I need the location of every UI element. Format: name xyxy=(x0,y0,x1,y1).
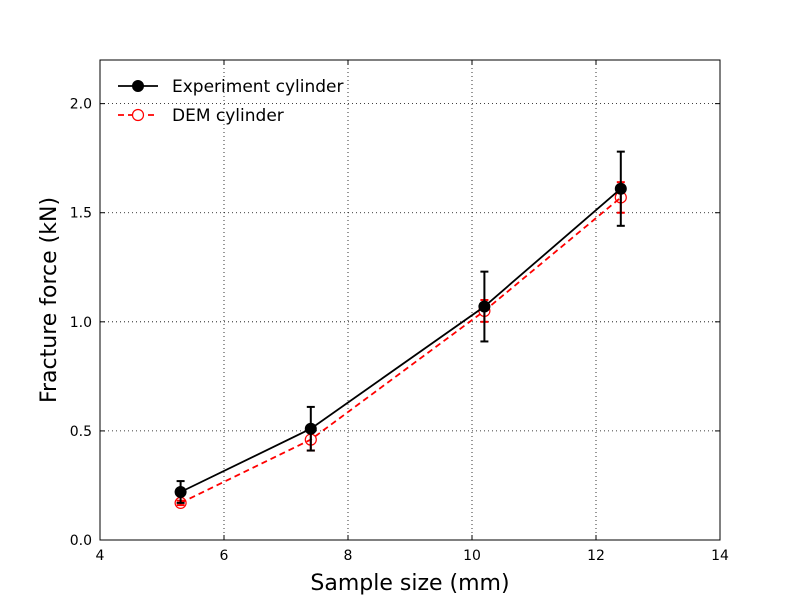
legend-marker xyxy=(131,108,145,122)
legend-entry: Experiment cylinder xyxy=(118,77,344,97)
legend-entry: DEM cylinder xyxy=(118,106,284,126)
x-tick-label: 4 xyxy=(96,548,105,564)
legend: Experiment cylinder DEM cylinder xyxy=(118,77,344,126)
x-axis-title: Sample size (mm) xyxy=(310,571,509,596)
legend-label: Experiment cylinder xyxy=(172,77,344,97)
y-axis-title: Fracture force (kN) xyxy=(37,197,62,403)
x-tick-label: 14 xyxy=(711,548,729,564)
y-tick-label: 2.0 xyxy=(70,97,92,113)
series-1 xyxy=(174,181,627,510)
x-tick-label: 12 xyxy=(587,548,605,564)
legend-marker xyxy=(132,80,144,92)
x-tick-label: 8 xyxy=(344,548,353,564)
x-tick-label: 10 xyxy=(463,548,481,564)
series-line xyxy=(180,196,622,504)
data-point xyxy=(614,182,627,195)
data-point xyxy=(174,486,187,498)
grid-lines xyxy=(100,60,720,540)
y-tick-label: 0.5 xyxy=(70,424,92,440)
data-point xyxy=(304,422,317,435)
y-tick-label: 1.5 xyxy=(70,206,92,222)
data-point xyxy=(478,300,491,313)
data-series xyxy=(174,150,627,510)
series-line xyxy=(180,188,622,493)
x-tick-label: 6 xyxy=(220,548,229,564)
axis-ticks: 4 6 8 10 12 14 0.0 0.5 1.0 1.5 2.0 xyxy=(70,60,729,564)
y-tick-label: 0.0 xyxy=(70,533,92,549)
plot-frame xyxy=(99,59,721,541)
legend-label: DEM cylinder xyxy=(172,106,284,126)
y-tick-label: 1.0 xyxy=(70,315,92,331)
series-0 xyxy=(174,150,627,504)
